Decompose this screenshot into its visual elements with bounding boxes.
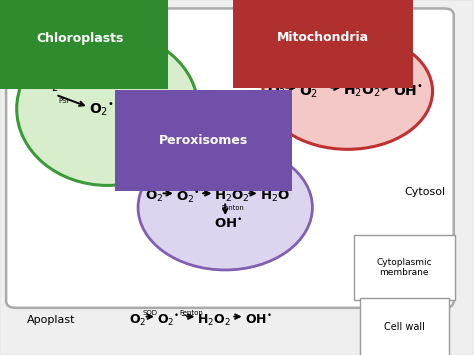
Text: Cell wall: Cell wall <box>384 322 425 332</box>
Text: SOD: SOD <box>328 81 344 87</box>
Text: Fenton: Fenton <box>374 81 397 87</box>
Text: ETC, XO: ETC, XO <box>155 186 181 192</box>
Text: Fenton: Fenton <box>179 310 203 316</box>
Text: H$_2$O$_2$: H$_2$O$_2$ <box>344 83 381 99</box>
Text: O$_2$: O$_2$ <box>145 189 164 204</box>
Text: ETC: ETC <box>284 81 298 87</box>
Ellipse shape <box>138 145 312 270</box>
Text: SOD: SOD <box>200 186 215 192</box>
Text: O$_2$: O$_2$ <box>267 83 286 99</box>
Text: O$_2$: O$_2$ <box>128 313 146 328</box>
Text: Mitochondria: Mitochondria <box>277 31 369 44</box>
Text: H$_2$O$_2$: H$_2$O$_2$ <box>197 313 231 328</box>
Text: H$_2$O$_2$: H$_2$O$_2$ <box>152 100 190 117</box>
Text: O$_2$$^{•-}$: O$_2$$^{•-}$ <box>157 312 189 328</box>
Text: SOD: SOD <box>143 310 158 316</box>
Text: Fenton: Fenton <box>221 205 244 211</box>
Text: OH$^•$: OH$^•$ <box>214 217 243 231</box>
Text: O$_2$$^{•-}$: O$_2$$^{•-}$ <box>89 100 124 118</box>
Text: Fenton: Fenton <box>180 96 204 102</box>
FancyBboxPatch shape <box>6 9 454 308</box>
Text: OH$^•$: OH$^•$ <box>199 101 229 116</box>
Text: O$_2$$^{•-}$: O$_2$$^{•-}$ <box>176 189 210 205</box>
Text: PSI: PSI <box>76 57 87 66</box>
Text: Apoplast: Apoplast <box>27 315 76 325</box>
Text: H$_2$O$_2$: H$_2$O$_2$ <box>214 189 250 204</box>
Text: O$_2$: O$_2$ <box>40 78 59 94</box>
Text: PSI: PSI <box>59 98 69 104</box>
Text: CAT: CAT <box>246 186 259 192</box>
Text: Cytoplasmic
membrane: Cytoplasmic membrane <box>376 258 432 277</box>
Text: OH$^•$: OH$^•$ <box>245 313 272 327</box>
Ellipse shape <box>263 33 433 149</box>
Text: SOD: SOD <box>131 94 148 103</box>
Text: H$_2$O: H$_2$O <box>260 189 290 204</box>
Text: Chloroplasts: Chloroplasts <box>36 32 124 45</box>
Text: Peroxisomes: Peroxisomes <box>159 134 248 147</box>
Text: O$_2$$^{•-}$: O$_2$$^{•-}$ <box>299 82 335 100</box>
Ellipse shape <box>17 32 198 185</box>
Text: Cytosol: Cytosol <box>404 187 446 197</box>
Text: $^1$O$_2$: $^1$O$_2$ <box>112 45 138 66</box>
Text: OH$^•$: OH$^•$ <box>392 84 422 99</box>
